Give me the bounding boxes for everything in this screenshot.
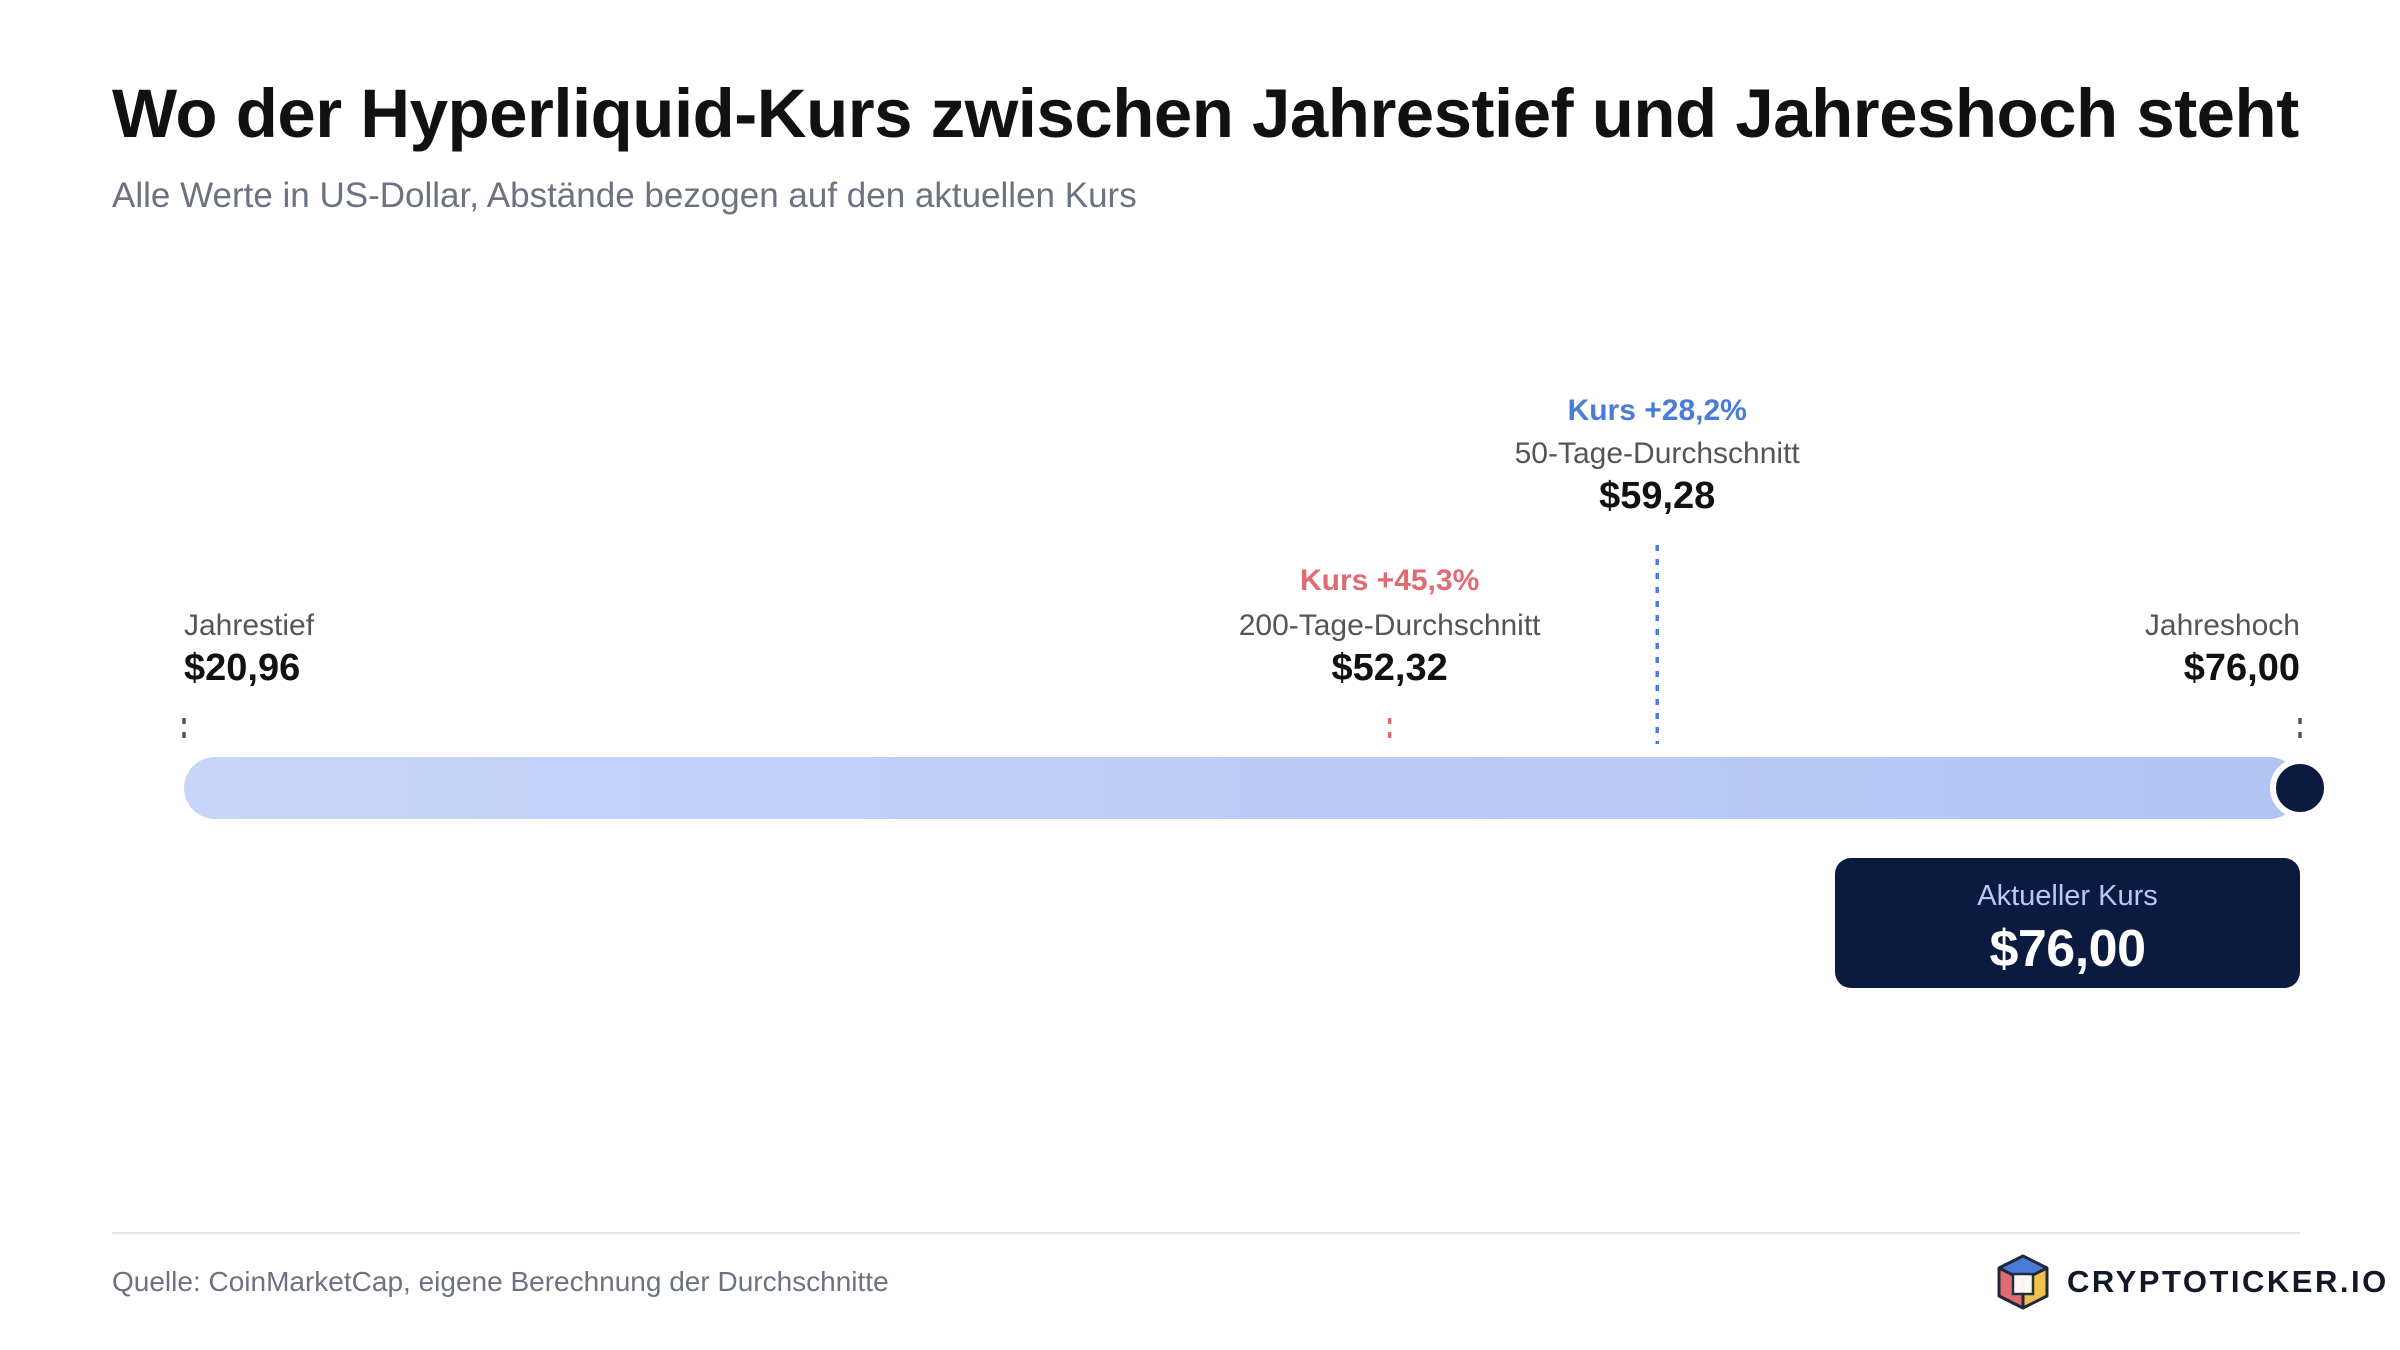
footer-divider bbox=[112, 1232, 2300, 1234]
marker-label-ma200: 200-Tage-Durchschnitt bbox=[1239, 609, 1541, 642]
marker-value-high: $76,00 bbox=[2184, 647, 2300, 689]
brand-name: CRYPTOTICKER.IO bbox=[2067, 1264, 2389, 1299]
marker-label-low: Jahrestief bbox=[184, 609, 315, 642]
current-price-callout: Aktueller Kurs $76,00 bbox=[1835, 858, 2300, 988]
markers-layer: Jahrestief $20,96 Kurs +45,3% 200-Tage-Durc… bbox=[182, 394, 2302, 744]
marker-label-high: Jahreshoch bbox=[2145, 609, 2300, 642]
brand: CRYPTOTICKER.IO bbox=[1993, 1252, 2389, 1312]
chart-title: Wo der Hyperliquid-Kurs zwischen Jahrest… bbox=[112, 75, 2299, 152]
current-price-label: Aktueller Kurs bbox=[1977, 880, 2158, 912]
range-bar bbox=[184, 757, 2300, 819]
marker-value-ma200: $52,32 bbox=[1332, 647, 1448, 689]
cube-logo-icon bbox=[1997, 1254, 2049, 1310]
marker-delta-ma200: Kurs +45,3% bbox=[1300, 564, 1479, 597]
current-price-dot bbox=[2270, 758, 2330, 818]
marker-label-ma50: 50-Tage-Durchschnitt bbox=[1515, 437, 1801, 470]
marker-value-ma50: $59,28 bbox=[1599, 475, 1715, 517]
marker-delta-ma50: Kurs +28,2% bbox=[1568, 394, 1747, 427]
source-note: Quelle: CoinMarketCap, eigene Berechnung… bbox=[112, 1266, 889, 1297]
chart-subtitle: Alle Werte in US-Dollar, Abstände bezoge… bbox=[112, 176, 1137, 215]
current-price-value: $76,00 bbox=[1989, 920, 2146, 978]
marker-value-low: $20,96 bbox=[184, 647, 300, 689]
